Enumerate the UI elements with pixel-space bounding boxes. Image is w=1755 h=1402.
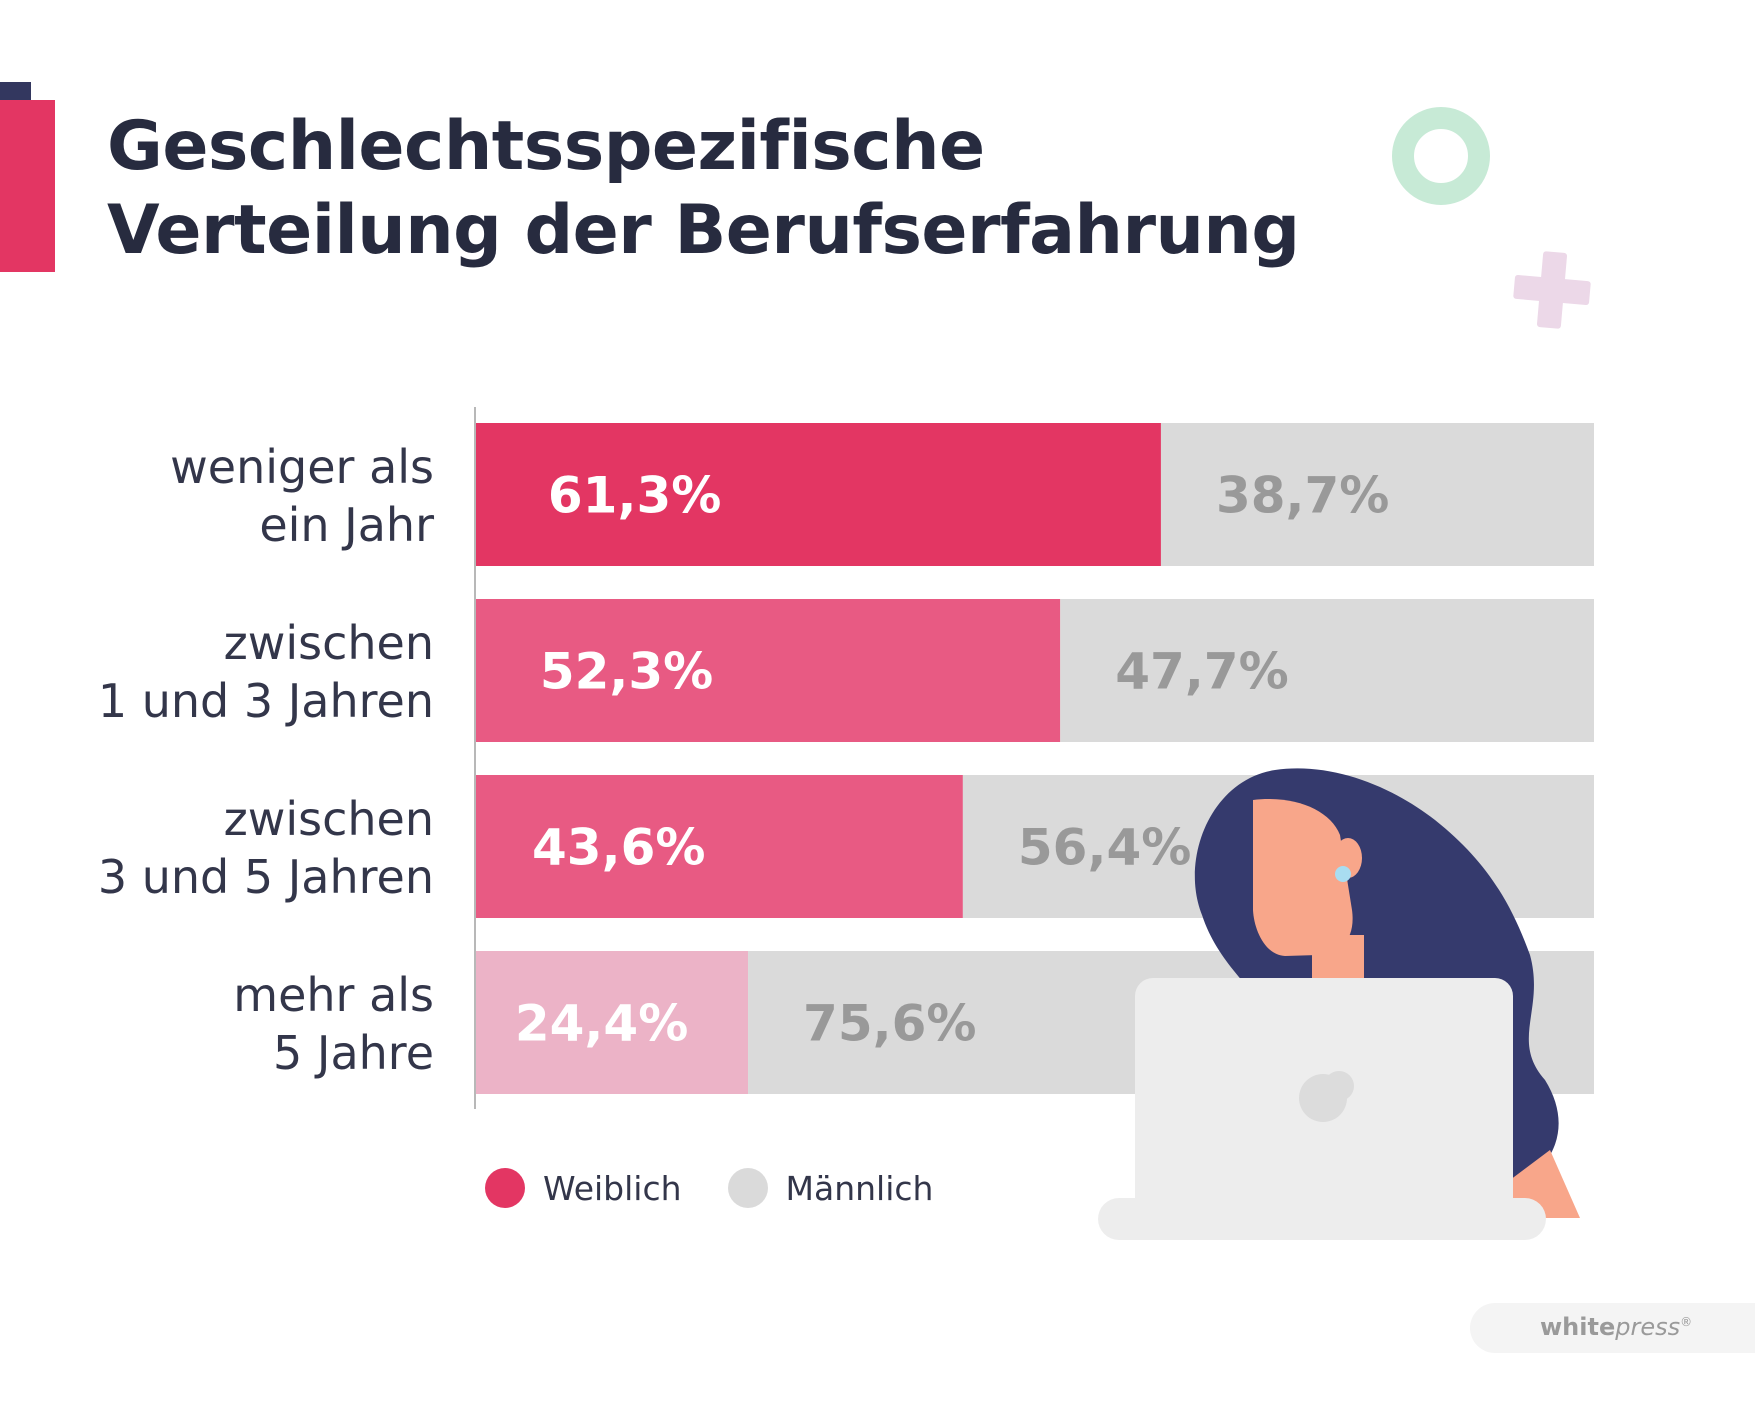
value-label-male-1: 47,7%	[1115, 643, 1288, 701]
brand-logo: whitepress®	[1540, 1313, 1693, 1341]
brand-badge: whitepress®	[1470, 1303, 1755, 1353]
value-label-female-3: 24,4%	[515, 995, 688, 1053]
category-label-3: mehr als 5 Jahre	[233, 968, 434, 1080]
bar-female-3	[475, 951, 749, 1094]
value-label-male-0: 38,7%	[1216, 467, 1389, 525]
category-label-2: zwischen 3 und 5 Jahren	[98, 792, 434, 904]
bar-female-1	[475, 599, 1061, 742]
title-line-1: Geschlechtsspezifische	[107, 107, 985, 186]
value-label-male-2: 56,4%	[1018, 819, 1191, 877]
legend-label-female: Weiblich	[543, 1168, 682, 1208]
value-label-male-3: 75,6%	[803, 995, 976, 1053]
legend-swatch-male	[727, 1168, 768, 1208]
legend-swatch-female	[485, 1168, 525, 1208]
category-label-1: zwischen 1 und 3 Jahren	[98, 616, 434, 728]
legend-item-male: Männlich	[727, 1168, 934, 1208]
bar-male-0	[1160, 423, 1594, 566]
value-label-female-1: 52,3%	[540, 643, 713, 701]
woman-illustration	[1098, 768, 1580, 1240]
accent-bar-pink	[0, 100, 55, 272]
legend-item-female: Weiblich	[485, 1168, 682, 1208]
page-title: Geschlechtsspezifische Verteilung der Be…	[107, 105, 1300, 273]
plus-decoration-icon	[1513, 251, 1591, 329]
chart-legend: Weiblich Männlich	[485, 1168, 979, 1208]
laptop-icon	[1098, 978, 1546, 1240]
bar-male-1	[1060, 599, 1594, 742]
legend-label-male: Männlich	[785, 1168, 934, 1208]
bar-female-2	[475, 775, 963, 918]
face-shape	[1253, 799, 1353, 956]
category-label-0: weniger als ein Jahr	[170, 440, 434, 552]
value-label-female-2: 43,6%	[532, 819, 705, 877]
title-line-2: Verteilung der Berufserfahrung	[107, 191, 1300, 270]
bar-female-0	[475, 423, 1161, 566]
ring-decoration-icon	[1392, 107, 1490, 205]
earring-icon	[1335, 866, 1351, 882]
value-label-female-0: 61,3%	[548, 467, 721, 525]
